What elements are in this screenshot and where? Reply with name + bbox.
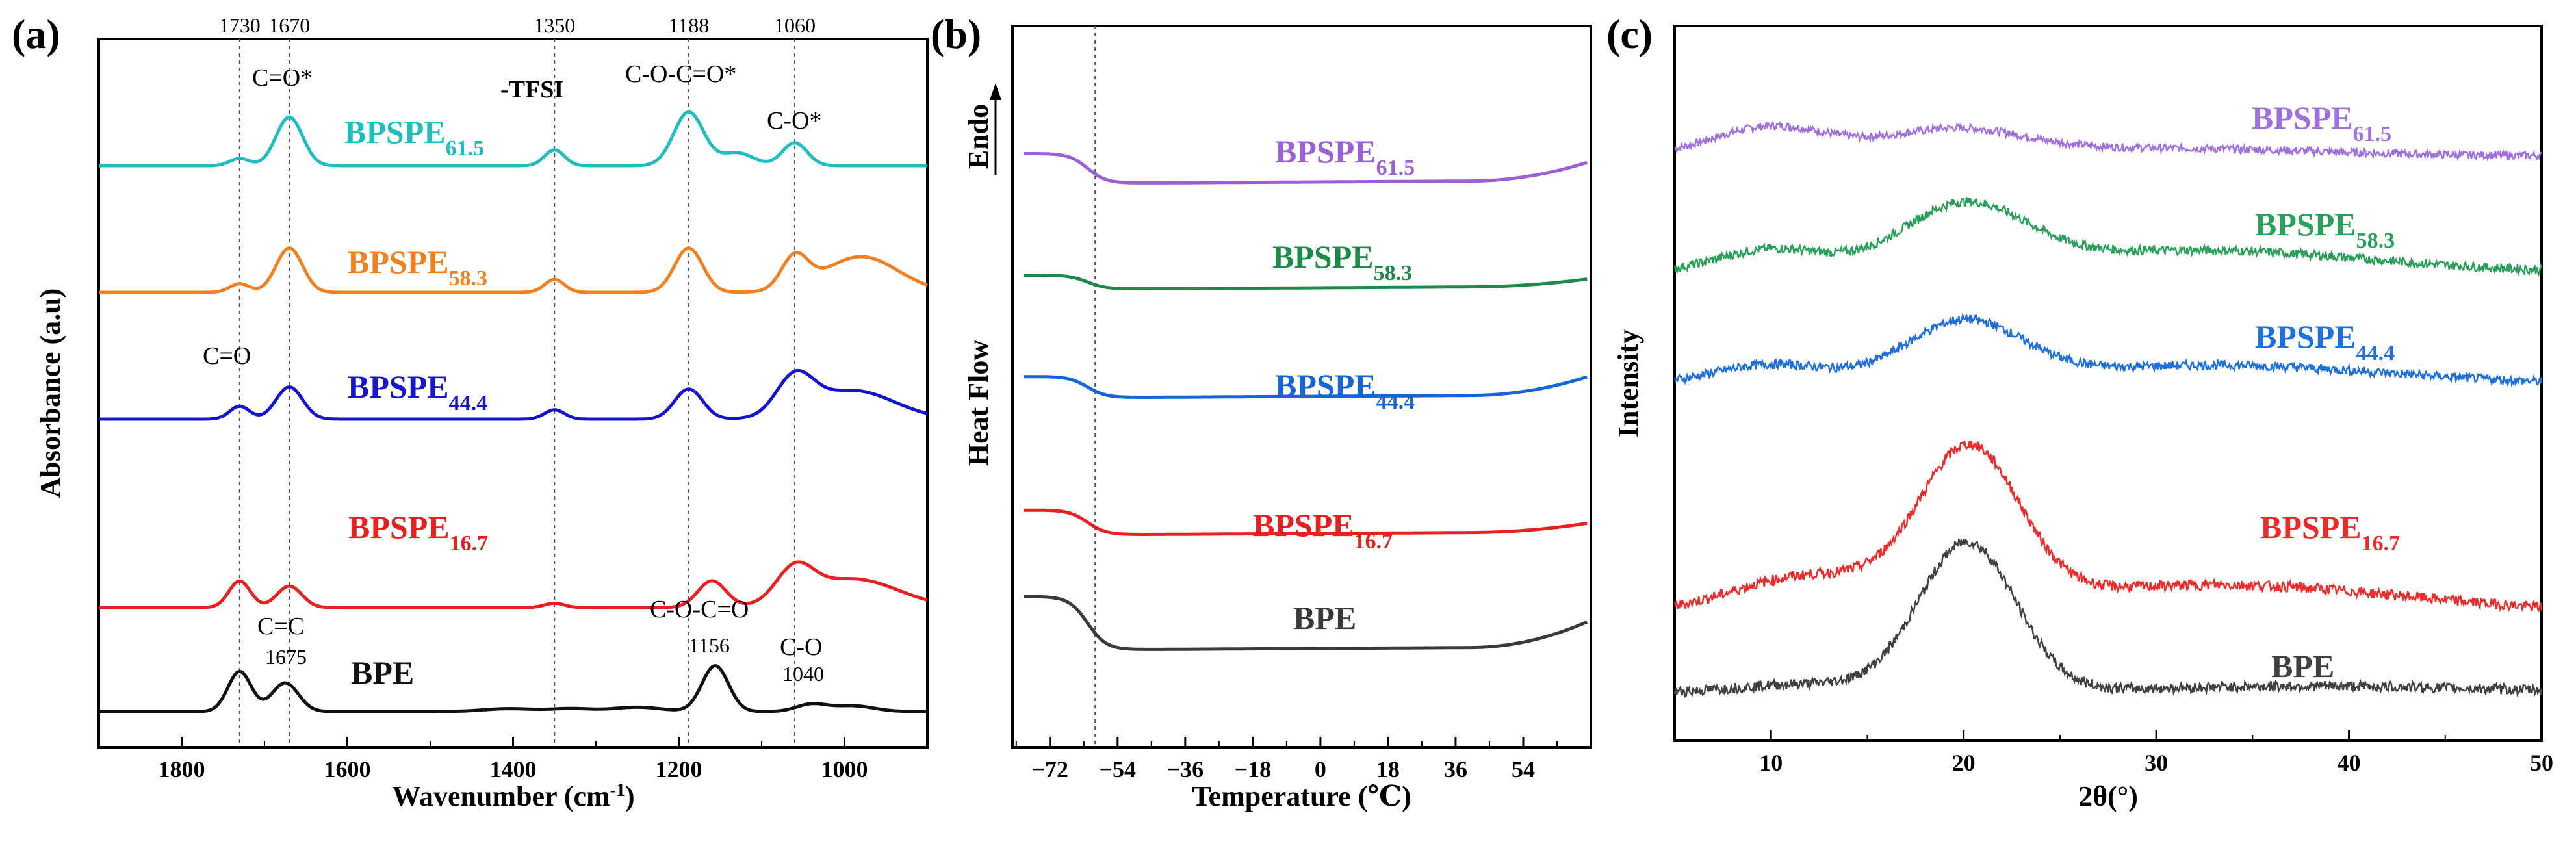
series-label: BPE <box>2271 648 2334 684</box>
x-tick-label: 10 <box>1759 750 1783 776</box>
series-line <box>1674 120 2542 162</box>
x-tick-label: 30 <box>2145 750 2168 776</box>
x-tick-label: −54 <box>1100 756 1137 782</box>
series-label: BPE <box>351 654 414 691</box>
series-label: BPSPE61.5 <box>2252 99 2391 146</box>
x-tick-label: −18 <box>1235 756 1272 782</box>
x-tick-label: 36 <box>1444 756 1467 782</box>
series-line <box>1024 595 1588 651</box>
series-label: BPSPE44.4 <box>348 368 487 415</box>
series-line <box>1024 508 1588 536</box>
x-tick-label: 0 <box>1315 756 1326 782</box>
panel-b-dsc: −72 −54 −36 −18 0 18 36 54 BPSPE61.5 BPSPE58.3 BP… <box>962 25 1592 812</box>
annotation-coco: C-O-C=O <box>650 596 749 623</box>
panel-c-xrd: 10 20 30 40 50 BPSPE61.5 BPSPE58.3 BPSPE44.4 BP… <box>1612 25 2553 812</box>
series-label: BPSPE61.5 <box>344 114 484 160</box>
x-tick-label: −72 <box>1032 756 1069 782</box>
x-tick-label: 54 <box>1512 756 1535 782</box>
x-tick-label: 1600 <box>324 756 371 782</box>
panel-c-ylabel: Intensity <box>1612 329 1644 437</box>
annotation-c-double-c: C=C <box>257 613 304 640</box>
annotation-1040: 1040 <box>782 662 824 686</box>
annotation-1156: 1156 <box>689 634 730 657</box>
series-line <box>99 110 927 168</box>
series-label: BPSPE58.3 <box>2255 206 2395 253</box>
series-label: BPSPE44.4 <box>2255 318 2395 365</box>
annotation-1675: 1675 <box>265 645 307 669</box>
series-line <box>99 560 928 609</box>
panel-c-letter: (c) <box>1606 11 1653 57</box>
x-tick-label: 1800 <box>159 756 205 782</box>
series-label: BPSPE44.4 <box>1275 367 1415 414</box>
annotation-co-star: C=O* <box>252 64 313 92</box>
annotation-tfsi: -TFSI <box>500 76 563 103</box>
series-label: BPSPE16.7 <box>348 509 488 556</box>
annotation-coco-star: C-O-C=O* <box>625 60 736 88</box>
x-tick-label: 1400 <box>490 756 537 782</box>
x-tick-label: 20 <box>1952 750 1976 776</box>
panel-a-ylabel: Absorbance (a.u) <box>34 288 66 498</box>
x-tick-label: 50 <box>2530 750 2553 776</box>
series-line <box>1673 197 2543 277</box>
series-line <box>99 664 927 713</box>
series-label: BPSPE16.7 <box>1253 507 1393 554</box>
series-line <box>1024 274 1588 290</box>
top-wavenumber-label: 1188 <box>668 14 709 37</box>
series-label: BPE <box>1293 600 1356 636</box>
series-label: BPSPE16.7 <box>2260 509 2400 556</box>
annotation-c-double-o: C=O <box>203 342 251 370</box>
x-tick-label: 40 <box>2338 750 2361 776</box>
series-line <box>1673 312 2543 388</box>
panel-b-ylabel: Heat Flow <box>962 340 994 467</box>
series-line <box>99 246 928 294</box>
panel-a-xlabel: Wavenumber (cm-1) <box>392 780 634 813</box>
panel-b-frame <box>1011 25 1592 749</box>
series-line <box>99 368 928 421</box>
x-tick-label: 18 <box>1376 756 1400 782</box>
panel-a-letter: (a) <box>12 11 60 57</box>
endo-arrow-icon <box>990 83 1001 175</box>
annotation-c-o-star: C-O* <box>767 107 821 135</box>
x-tick-label: 1000 <box>821 756 868 782</box>
panel-b-endo-label: Endo <box>962 104 994 169</box>
series-label: BPSPE58.3 <box>1272 238 1412 285</box>
panel-c-frame <box>1673 25 2543 742</box>
series-line <box>1024 375 1588 399</box>
series-line <box>1024 152 1588 185</box>
panel-a-ftir: 1730 1670 1350 1188 1060 1800 1600 1400 1200 100… <box>34 14 929 813</box>
annotation-c-o: C-O <box>780 634 822 661</box>
top-wavenumber-label: 1060 <box>774 14 816 37</box>
top-wavenumber-label: 1670 <box>268 14 310 37</box>
panel-c-xlabel: 2θ(°) <box>2078 780 2138 812</box>
x-tick-label: 1200 <box>656 756 702 782</box>
top-wavenumber-label: 1350 <box>534 14 575 37</box>
series-line <box>1673 538 2543 698</box>
panel-b-letter: (b) <box>931 11 981 57</box>
top-wavenumber-label: 1730 <box>219 14 261 37</box>
x-tick-label: −36 <box>1167 756 1204 782</box>
panel-b-xlabel: Temperature (℃) <box>1192 780 1411 812</box>
series-label: BPSPE58.3 <box>348 244 487 290</box>
series-line <box>1673 441 2543 613</box>
series-label: BPSPE61.5 <box>1275 133 1415 180</box>
